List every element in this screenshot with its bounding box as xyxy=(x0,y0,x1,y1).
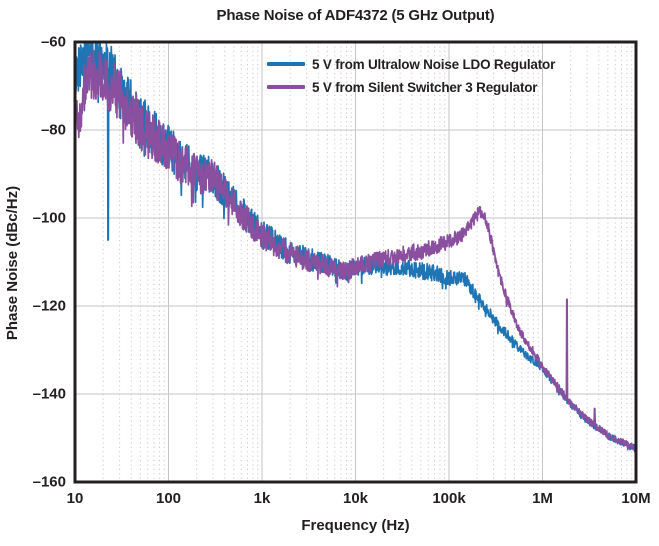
legend-item-ldo: 5 V from Ultralow Noise LDO Regulator xyxy=(267,55,555,73)
y-axis-label: Phase Noise (dBc/Hz) xyxy=(4,185,21,341)
chart-title: Phase Noise of ADF4372 (5 GHz Output) xyxy=(216,7,495,24)
x-axis-label: Frequency (Hz) xyxy=(301,517,410,534)
y-tick-label: –100 xyxy=(32,209,66,227)
x-tick-label: 100 xyxy=(155,490,182,507)
series-line-ss3 xyxy=(75,49,636,452)
y-tick-label: –80 xyxy=(40,121,66,139)
x-tick-label: 10k xyxy=(342,490,369,507)
legend: 5 V from Ultralow Noise LDO Regulator 5 … xyxy=(267,55,555,96)
y-tick-label: –140 xyxy=(32,385,66,403)
x-tick-label: 10 xyxy=(66,490,84,507)
legend-label-ldo: 5 V from Ultralow Noise LDO Regulator xyxy=(312,56,556,72)
legend-swatch-ldo xyxy=(267,62,305,66)
x-tick-label: 1M xyxy=(532,490,553,507)
y-tick-label: –60 xyxy=(40,33,66,51)
y-tick-label: –120 xyxy=(32,297,66,315)
legend-swatch-ss3 xyxy=(267,85,305,89)
legend-label-ss3: 5 V from Silent Switcher 3 Regulator xyxy=(312,79,538,95)
x-tick-label: 1k xyxy=(253,490,271,507)
y-tick-label: –160 xyxy=(32,473,66,491)
plot-frame xyxy=(73,40,638,484)
legend-item-ss3: 5 V from Silent Switcher 3 Regulator xyxy=(267,78,555,96)
x-tick-label: 100k xyxy=(432,490,466,507)
x-tick-label: 10M xyxy=(621,490,651,507)
